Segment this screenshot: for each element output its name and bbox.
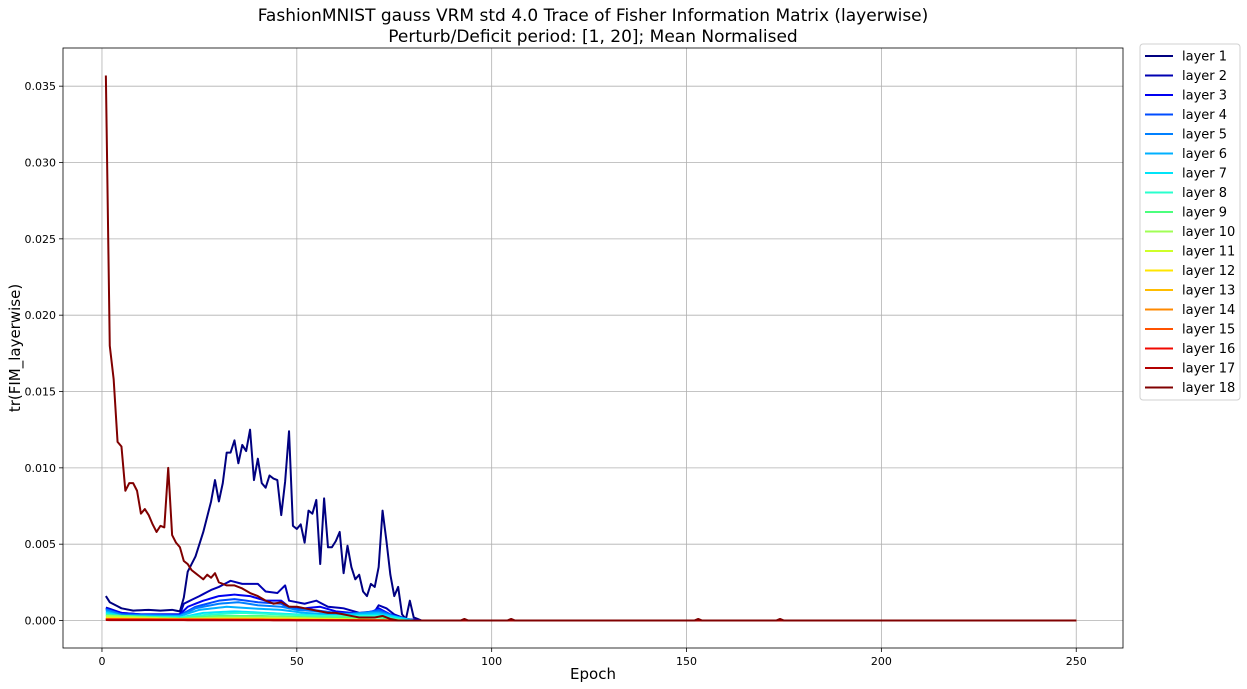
y-axis-label: tr(FIM_layerwise) <box>6 284 25 412</box>
legend-label: layer 4 <box>1182 108 1227 123</box>
x-tick-label: 250 <box>1066 655 1087 668</box>
legend-label: layer 16 <box>1182 342 1235 357</box>
x-tick-label: 100 <box>481 655 502 668</box>
legend-label: layer 17 <box>1182 362 1235 377</box>
legend-label: layer 5 <box>1182 128 1227 143</box>
legend-label: layer 9 <box>1182 206 1227 221</box>
x-axis-ticks: 0 50 100 150 200 250 <box>98 648 1087 668</box>
y-tick-label: 0.025 <box>25 233 57 246</box>
legend-label: layer 8 <box>1182 186 1227 201</box>
legend-label: layer 18 <box>1182 381 1235 396</box>
x-axis-label: Epoch <box>570 665 616 683</box>
legend-label: layer 14 <box>1182 303 1235 318</box>
x-tick-label: 150 <box>676 655 697 668</box>
y-tick-label: 0.015 <box>25 386 57 399</box>
legend-label: layer 12 <box>1182 264 1235 279</box>
legend-label: layer 2 <box>1182 69 1227 84</box>
y-tick-label: 0.010 <box>25 462 57 475</box>
grid-lines <box>63 48 1123 648</box>
chart-subtitle: Perturb/Deficit period: [1, 20]; Mean No… <box>388 27 797 47</box>
legend-label: layer 7 <box>1182 167 1227 182</box>
x-tick-label: 50 <box>290 655 304 668</box>
chart-title: FashionMNIST gauss VRM std 4.0 Trace of … <box>258 6 929 26</box>
y-tick-label: 0.035 <box>25 80 57 93</box>
series-lines <box>104 75 1077 622</box>
y-axis-ticks: 0.000 0.005 0.010 0.015 0.020 0.025 0.030 0.035 <box>25 80 63 628</box>
y-tick-label: 0.020 <box>25 309 57 322</box>
legend-label: layer 1 <box>1182 50 1227 65</box>
legend-label: layer 10 <box>1182 225 1235 240</box>
series-line-layer-18 <box>104 75 1077 622</box>
y-tick-label: 0.005 <box>25 538 57 551</box>
series-line-layer-1 <box>105 428 1077 622</box>
y-tick-label: 0.000 <box>25 615 57 628</box>
x-tick-label: 0 <box>98 655 105 668</box>
y-tick-label: 0.030 <box>25 157 57 170</box>
plot-area-frame <box>62 47 1124 649</box>
legend-label: layer 11 <box>1182 245 1235 260</box>
legend-label: layer 3 <box>1182 89 1227 104</box>
legend-label: layer 13 <box>1182 284 1235 299</box>
legend-label: layer 15 <box>1182 323 1235 338</box>
legend: layer 1 layer 2 layer 3 layer 4 layer 5 layer… <box>1139 43 1241 401</box>
legend-label: layer 6 <box>1182 147 1227 162</box>
x-tick-label: 200 <box>871 655 892 668</box>
